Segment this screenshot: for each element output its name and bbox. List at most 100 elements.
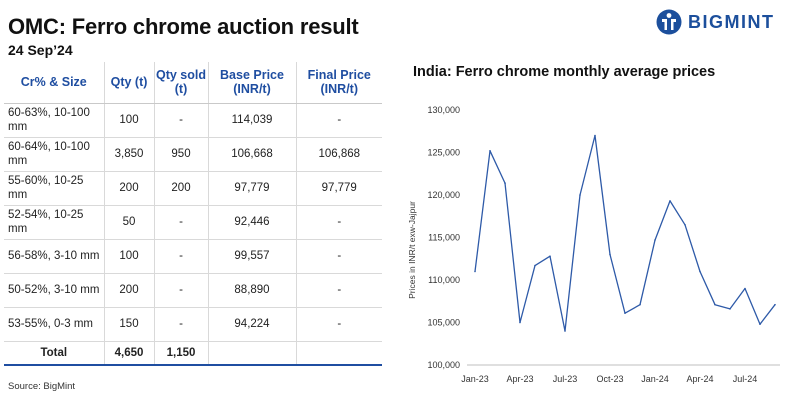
data-point [729,308,731,310]
final-price-cell: 106,868 [295,137,382,172]
data-point [654,239,656,241]
y-tick-label: 120,000 [427,190,460,200]
bigmint-logo-icon [656,9,682,35]
base-price-cell: 88,890 [207,273,296,308]
y-tick-label: 110,000 [428,275,460,285]
x-tick-label: Jan-23 [461,374,489,384]
column-header: Base Price (INR/t) [207,62,296,104]
qty-sold-cell: 950 [153,137,208,172]
auction-date: 24 Sep’24 [8,42,73,58]
table-row: 60-63%, 10-100 mm 100-114,039- [4,103,382,138]
page-title: OMC: Ferro chrome auction result [8,14,359,39]
column-header: Qty (t) [103,62,154,104]
qty-cell: 200 [103,171,154,206]
data-point [489,150,491,152]
base-price-cell: 114,039 [207,103,296,138]
series-line [474,134,776,332]
auction-table: Cr% & Size Qty (t) Qty sold (t) Base Pri… [4,62,382,366]
price-line-chart: 100,000 105,000 110,000 115,000 120,000 125,0… [407,105,780,384]
table-body: 60-63%, 10-100 mm 100-114,039-60-64%, 10-… [4,103,382,366]
data-point [759,323,761,325]
qty-sold-cell: - [153,273,208,308]
x-tick-label: Apr-24 [686,374,713,384]
size-cell: 60-64%, 10-100 mm [4,137,104,172]
data-point [684,223,686,226]
final-price-cell: - [295,273,382,308]
table-row: 53-55%, 0-3 mm 150-94,224- [4,307,382,342]
data-point [549,255,551,257]
size-cell: 50-52%, 3-10 mm [4,273,104,308]
data-point [504,182,506,184]
source-note: Source: BigMint [8,381,76,392]
table-row: 60-64%, 10-100 mm 3,850 950 106,668 106,868 [4,137,382,172]
qty-cell: 3,850 [103,137,154,172]
x-tick-label: Apr-23 [506,374,533,384]
column-header: Final Price (INR/t) [295,62,382,104]
total-base-price-cell [207,341,296,366]
x-tick-label: Jul-23 [553,374,578,384]
size-cell: 56-58%, 3-10 mm [4,239,104,274]
final-price-cell: - [295,307,382,342]
data-point [624,312,626,314]
qty-sold-cell: - [153,103,208,138]
y-tick-label: 130,000 [427,105,460,115]
total-label: Total [4,341,104,366]
qty-cell: 100 [103,103,154,138]
base-price-cell: 92,446 [207,205,296,240]
qty-sold-cell: - [153,307,208,342]
table-row: 55-60%, 10-25 mm 200 200 97,779 97,779 [4,171,382,206]
x-tick-label: Jan-24 [641,374,669,384]
chart-title: India: Ferro chrome monthly average pric… [413,64,716,80]
total-final-price-cell [295,341,382,366]
bigmint-logo: BIGMINT [656,9,775,35]
data-point [534,264,536,267]
total-qty-cell: 4,650 [103,341,154,366]
base-price-cell: 106,668 [207,137,296,172]
data-point [519,321,521,324]
final-price-cell: - [295,103,382,138]
x-axis: Jan-23 Apr-23 Jul-23 Oct-23 Jan-24 Apr-24 Jul-… [461,374,757,384]
size-cell: 53-55%, 0-3 mm [4,307,104,342]
table-row: 52-54%, 10-25 mm 50-92,446- [4,205,382,240]
y-tick-label: 115,000 [428,233,460,243]
base-price-cell: 97,779 [207,171,296,206]
qty-sold-cell: - [153,239,208,274]
qty-sold-cell: - [153,205,208,240]
y-axis: 100,000 105,000 110,000 115,000 120,000 125,0… [427,105,460,370]
data-point [714,303,716,306]
size-cell: 52-54%, 10-25 mm [4,205,104,240]
data-point [579,194,581,196]
total-qty-sold-cell: 1,150 [153,341,208,366]
qty-sold-cell: 200 [153,171,208,206]
column-header: Cr% & Size [4,62,104,104]
base-price-cell: 94,224 [207,307,296,342]
logo-text: BIGMINT [688,11,775,32]
base-price-cell: 99,557 [207,239,296,274]
data-point [774,303,776,306]
table-row: 50-52%, 3-10 mm 200-88,890- [4,273,382,308]
y-tick-label: 100,000 [427,360,460,370]
column-header: Qty sold (t) [153,62,208,104]
qty-cell: 200 [103,273,154,308]
qty-cell: 50 [103,205,154,240]
y-tick-label: 105,000 [427,318,460,328]
data-point [744,287,746,290]
size-cell: 60-63%, 10-100 mm [4,103,104,138]
data-point [594,134,596,137]
y-axis-label: Prices in INR/t exw-Jajpur [407,201,417,299]
data-point [639,303,641,306]
data-point [474,270,476,273]
data-point [699,270,701,273]
data-point [609,253,611,256]
table-row: 56-58%, 3-10 mm 100-99,557- [4,239,382,274]
final-price-cell: - [295,205,382,240]
y-tick-label: 125,000 [427,148,460,158]
x-tick-label: Oct-23 [596,374,623,384]
data-point [564,330,566,332]
qty-cell: 100 [103,239,154,274]
table-header-row: Cr% & Size Qty (t) Qty sold (t) Base Pri… [4,62,382,104]
x-tick-label: Jul-24 [733,374,758,384]
series-points [474,134,776,332]
size-cell: 55-60%, 10-25 mm [4,171,104,206]
data-point [669,200,671,202]
